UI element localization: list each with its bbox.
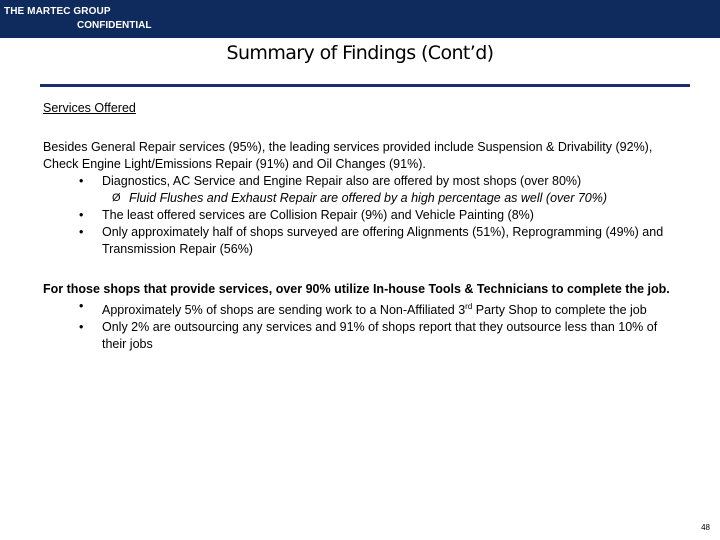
bullet-icon: •	[79, 320, 84, 335]
section-heading-services: Services Offered	[43, 101, 136, 115]
bullet-icon: •	[79, 299, 84, 313]
bullet-item: • Diagnostics, AC Service and Engine Rep…	[43, 173, 683, 190]
bullet-text: Only approximately half of shops surveye…	[102, 225, 664, 256]
bullet-item: • Only approximately half of shops surve…	[43, 224, 683, 258]
bullet-icon: •	[79, 174, 84, 188]
bullet-icon: •	[79, 208, 84, 222]
page-number: 48	[701, 523, 710, 532]
bullet-item: • The least offered services are Collisi…	[43, 207, 683, 224]
bullet-text-part1: Approximately 5% of shops are sending wo…	[102, 303, 466, 318]
ordinal-suffix: rd	[465, 302, 473, 311]
services-lead-paragraph: Besides General Repair services (95%), t…	[43, 140, 653, 171]
confidential-label: CONFIDENTIAL	[77, 20, 152, 31]
sub-bullet-item: Ø Fluid Flushes and Exhaust Repair are o…	[43, 190, 683, 207]
tools-lead-paragraph: For those shops that provide services, o…	[43, 282, 670, 296]
slide-title: Summary of Findings (Cont’d)	[226, 42, 495, 64]
sub-bullet-text: Fluid Flushes and Exhaust Repair are off…	[129, 191, 608, 205]
slide-content: Services Offered Besides General Repair …	[43, 100, 683, 353]
bullet-item: • Approximately 5% of shops are sending …	[43, 298, 683, 319]
bullet-item: • Only 2% are outsourcing any services a…	[43, 319, 683, 353]
header-bar: THE MARTEC GROUP CONFIDENTIAL	[0, 0, 720, 38]
bullet-text: Diagnostics, AC Service and Engine Repai…	[102, 174, 582, 188]
title-divider	[40, 84, 690, 87]
bullet-text: The least offered services are Collision…	[102, 208, 534, 222]
bullet-text: Only 2% are outsourcing any services and…	[102, 320, 658, 352]
bullet-icon: •	[79, 225, 84, 239]
arrow-bullet-icon: Ø	[112, 192, 121, 204]
company-name: THE MARTEC GROUP	[4, 6, 111, 17]
bullet-text-part2: Party Shop to complete the job	[472, 303, 647, 318]
